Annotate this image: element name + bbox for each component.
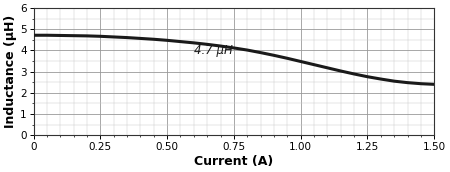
Text: 4.7 μH: 4.7 μH (194, 44, 233, 57)
X-axis label: Current (A): Current (A) (194, 155, 274, 168)
Y-axis label: Inductance (μH): Inductance (μH) (4, 15, 17, 128)
